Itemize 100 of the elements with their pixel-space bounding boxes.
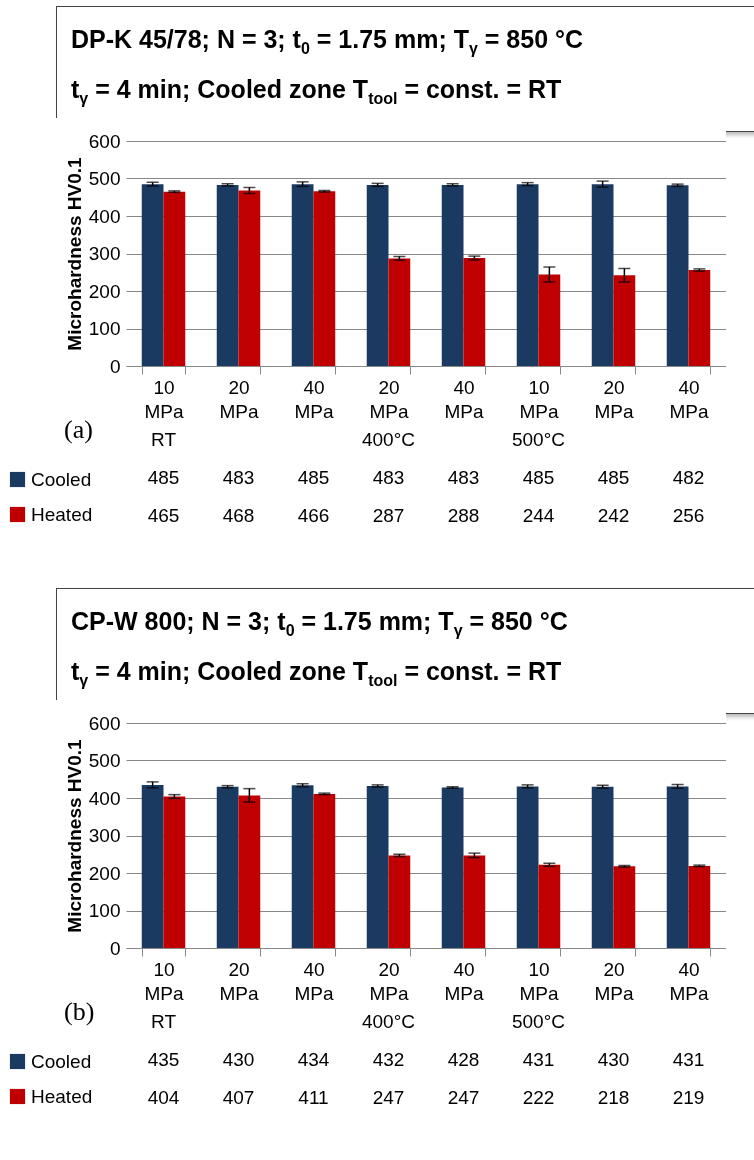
bar [591, 786, 614, 948]
text: RT [151, 429, 177, 450]
x-tick-label: 40 MPa [294, 958, 334, 1004]
data-label: 483 [222, 467, 255, 488]
data-label: 485 [522, 467, 555, 488]
y-axis-title: Microhardness HV0.1 [63, 156, 85, 351]
bar [216, 184, 239, 366]
bar [388, 855, 411, 948]
y-tick-label: 0 [109, 937, 121, 959]
data-label: 428 [447, 1049, 480, 1070]
text: 400°C [361, 1011, 416, 1032]
chart-title: CP-W 800; N = 3; t$_{0}$ = 1.75 mm; T$_{γ}$ = 850 °C [71, 606, 569, 641]
text: 500°C [511, 429, 566, 450]
y-tick-label: 400 [88, 205, 121, 227]
x-tick-label: 10 MPa [144, 376, 184, 422]
x-tick-label: 20 MPa [594, 376, 634, 422]
data-label: 247 [447, 1087, 480, 1108]
data-label: 485 [597, 467, 630, 488]
bar [313, 191, 336, 366]
x-tick-label: 40 MPa [444, 958, 484, 1004]
x-tick-label: 20 MPa [369, 958, 409, 1004]
y-tick-label: 600 [88, 130, 121, 152]
data-label: 431 [522, 1049, 555, 1070]
data-label: 483 [372, 467, 405, 488]
legend-label: Cooled [31, 468, 92, 490]
data-label: 288 [447, 505, 480, 526]
bar [613, 275, 636, 366]
bar [688, 865, 711, 948]
data-label: 222 [522, 1087, 555, 1108]
bar [516, 184, 539, 366]
y-tick-label: 600 [88, 712, 121, 734]
x-tick-label: 40 MPa [294, 376, 334, 422]
data-label: 466 [297, 505, 330, 526]
y-tick-label: 100 [88, 318, 121, 339]
data-label: 482 [672, 467, 705, 488]
data-label: 219 [672, 1087, 705, 1108]
data-label: 485 [147, 467, 180, 488]
data-label: 287 [372, 505, 405, 526]
data-label: 468 [222, 505, 255, 526]
bar [538, 274, 561, 366]
text: 500°C [511, 1011, 566, 1032]
y-tick-label: 300 [88, 243, 121, 264]
bar [666, 786, 689, 948]
x-tick-label: 20 MPa [219, 376, 259, 422]
bar [613, 866, 636, 948]
bar [441, 787, 464, 948]
data-label: 430 [222, 1049, 255, 1070]
bar [516, 786, 539, 948]
data-label: 430 [597, 1049, 630, 1070]
data-label: 256 [672, 505, 705, 526]
x-tick-label: 10 MPa [519, 376, 559, 422]
chart-subtitle: t$_{γ}$ = 4 min; Cooled zone T$_{tool}$ = const. = RT [71, 74, 563, 109]
x-tick-label: 20 MPa [369, 376, 409, 422]
y-tick-label: 200 [88, 862, 121, 884]
y-tick-label: 200 [88, 280, 121, 302]
data-label: 411 [298, 1087, 329, 1108]
data-label: 465 [147, 505, 180, 526]
data-label: 404 [147, 1087, 180, 1108]
data-label: 483 [447, 467, 480, 488]
bar [366, 184, 389, 366]
x-tick-label: 20 MPa [219, 958, 259, 1004]
y-tick-label: 500 [88, 168, 121, 189]
x-tick-label: 10 MPa [519, 958, 559, 1004]
text: 400°C [361, 429, 416, 450]
data-label: 247 [372, 1087, 405, 1108]
bar [366, 786, 389, 948]
data-label: 431 [672, 1049, 705, 1070]
x-tick-label: 40 MPa [669, 376, 709, 422]
data-label: 407 [222, 1087, 255, 1108]
y-tick-label: 500 [88, 750, 121, 771]
data-label: 485 [297, 467, 330, 488]
y-tick-label: 400 [88, 787, 121, 809]
x-tick-label: 20 MPa [594, 958, 634, 1004]
bar [163, 191, 186, 366]
x-tick-label: 40 MPa [444, 376, 484, 422]
data-label: 244 [522, 505, 555, 526]
text: RT [151, 1011, 177, 1032]
data-label: 218 [597, 1087, 630, 1108]
bar [441, 184, 464, 366]
bar [313, 793, 336, 948]
data-label: 432 [372, 1049, 405, 1070]
y-tick-label: 300 [88, 825, 121, 846]
legend-label: Heated [31, 503, 93, 525]
bar [688, 270, 711, 366]
chart-title: DP-K 45/78; N = 3; t$_{0}$ = 1.75 mm; T$_{γ}$ = 850 °C [71, 24, 585, 59]
y-tick-label: 100 [88, 900, 121, 921]
bar [538, 864, 561, 948]
data-label: 435 [147, 1049, 180, 1070]
bar [666, 185, 689, 366]
data-label: 434 [297, 1049, 330, 1070]
bar [291, 785, 314, 948]
legend-label: Heated [31, 1085, 93, 1107]
bar [238, 795, 261, 948]
x-tick-label: 10 MPa [144, 958, 184, 1004]
y-tick-label: 0 [109, 355, 121, 377]
y-axis-title: Microhardness HV0.1 [63, 738, 85, 933]
bar [388, 258, 411, 366]
text: (b) [64, 997, 95, 1027]
x-tick-label: 40 MPa [669, 958, 709, 1004]
bar [216, 786, 239, 948]
